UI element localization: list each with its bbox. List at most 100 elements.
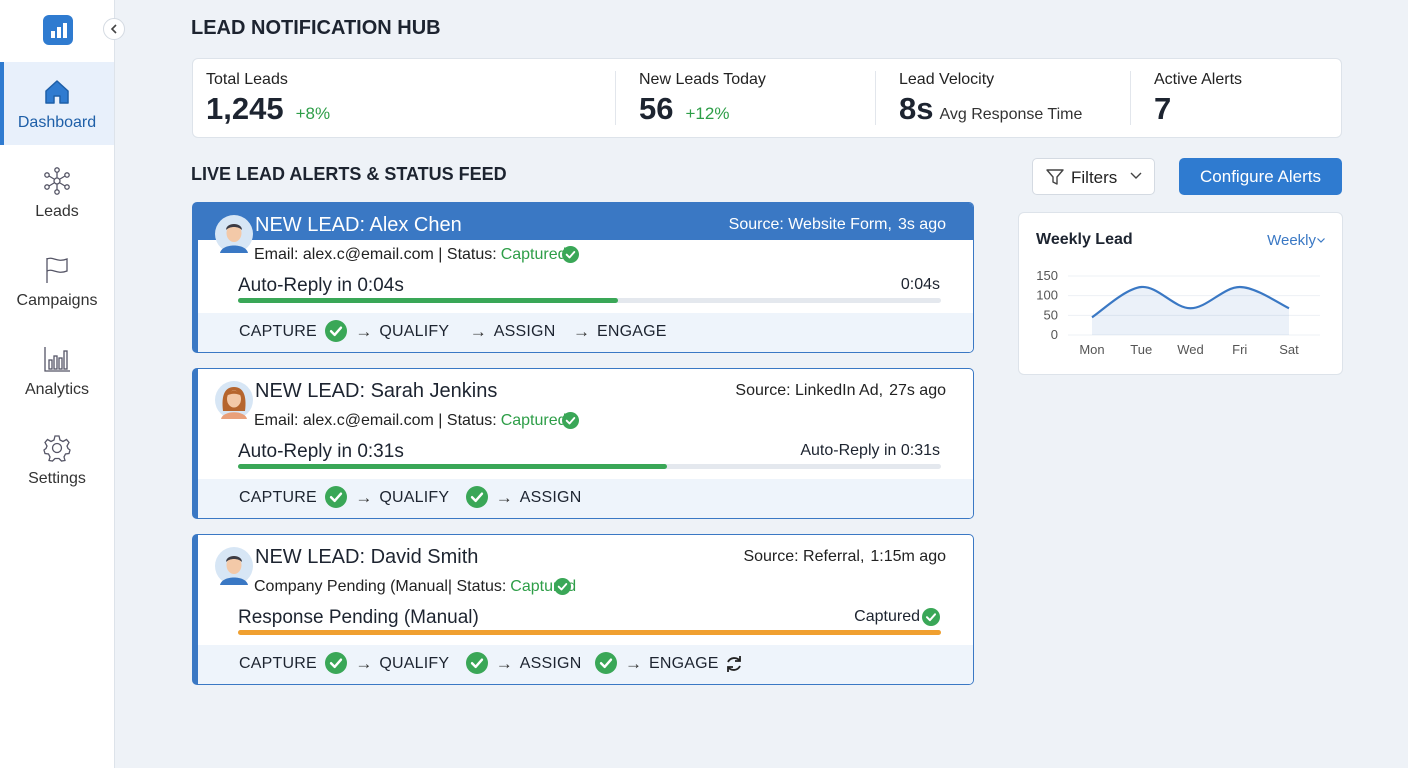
stat-row: 7 [1154, 91, 1171, 127]
nav-label: Campaigns [16, 292, 98, 309]
alert-card: NEW LEAD: Sarah Jenkins Source: LinkedIn … [192, 368, 974, 519]
divider [875, 71, 876, 125]
progress-track [238, 298, 941, 303]
chart-card: Weekly Lead Weekly [1018, 212, 1343, 375]
nav-item[interactable]: Analytics [0, 329, 114, 412]
alert-detail: Email: alex.c@email.com | Status: Capture… [254, 412, 567, 430]
stat-row: 56 +12% [639, 91, 729, 127]
step-label: QUALIFY [379, 655, 450, 672]
filter-icon [1046, 169, 1064, 185]
logo [43, 15, 73, 45]
step-label: ENGAGE [649, 655, 719, 672]
step-label: ASSIGN [519, 489, 582, 506]
step-arrow: → [495, 488, 513, 507]
timer: Response Pending (Manual) [238, 607, 479, 628]
step-arrow: → [469, 322, 487, 341]
chevron [1130, 172, 1142, 179]
step-label: CAPTURE [239, 489, 317, 506]
nav-item[interactable]: Campaigns [0, 240, 114, 323]
stat-row: 1,245 +8% [206, 91, 330, 127]
nav-label: Leads [35, 203, 79, 220]
chevron [1317, 238, 1325, 243]
check-icon [325, 320, 348, 342]
step-arrow: → [625, 654, 642, 673]
stat-value: 56 [639, 91, 674, 126]
step-arrow: → [355, 322, 373, 341]
divider [615, 71, 616, 125]
step-label: ASSIGN [519, 655, 582, 672]
filters-button[interactable]: Filters [1032, 158, 1155, 195]
stat-row: 8s Avg Response Time [899, 91, 1082, 127]
progress-fill [238, 464, 667, 469]
period-selector[interactable]: Weekly [1267, 232, 1316, 249]
check-icon [554, 578, 572, 595]
stat-value: 8s [899, 91, 934, 126]
check-icon [465, 652, 488, 674]
step-arrow: → [355, 488, 373, 507]
stats-card: Total Leads 1,245 +8% New Leads Today 56 +12%… [192, 58, 1342, 138]
detail: Company Pending (Manual| Status: [254, 578, 507, 595]
divider [1130, 71, 1131, 125]
stat-value: 1,245 [206, 91, 284, 126]
nav-icon [44, 347, 70, 372]
step-arrow: → [355, 654, 373, 673]
alert-detail: Company Pending (Manual| Status: Captured [254, 578, 576, 596]
stat-label: Total Leads [206, 71, 288, 88]
alert-header-band [198, 203, 973, 240]
status: Captured [500, 412, 567, 429]
alert-card: NEW LEAD: David Smith Source: Referral, 1:… [192, 534, 974, 685]
time: 1:15m ago [870, 548, 946, 565]
step-label: CAPTURE [239, 323, 317, 340]
step-label: ENGAGE [597, 323, 667, 340]
active-indicator [0, 62, 4, 145]
avatar [215, 215, 253, 253]
stat-note: Avg Response Time [939, 106, 1083, 123]
progress-track [238, 464, 941, 469]
timer: Auto-Reply in 0:31s [238, 441, 404, 462]
nav-icon [43, 435, 71, 462]
sidebar: Dashboard Leads Campaigns Analytics Settings [0, 0, 115, 768]
alert-detail: Email: alex.c@email.com | Status: Capture… [254, 246, 567, 264]
collapse-button [103, 18, 125, 40]
check-icon [922, 608, 940, 626]
nav-item[interactable]: Leads [0, 151, 114, 234]
stat-change: +8% [295, 104, 331, 123]
progress-track [238, 630, 941, 635]
nav-item[interactable]: Settings [0, 418, 114, 501]
source: Source: Referral, [743, 548, 865, 565]
nav-label: Settings [28, 470, 86, 487]
step-arrow: → [573, 322, 590, 341]
feed-title: LIVE LEAD ALERTS & STATUS FEED [191, 164, 507, 184]
check-icon [465, 486, 488, 508]
alert-source: Source: Referral, 1:15m ago [743, 548, 946, 566]
chart-title: Weekly Lead [1036, 231, 1133, 248]
check-icon [325, 486, 348, 508]
alert-name: NEW LEAD: Sarah Jenkins [255, 380, 498, 402]
timer-right: 0:04s [900, 276, 940, 293]
configure-button[interactable]: Configure Alerts [1179, 158, 1342, 195]
filters-label: Filters [1071, 168, 1118, 187]
sync-icon [727, 656, 742, 672]
nav-item[interactable]: Dashboard [0, 62, 114, 145]
stat-label: Lead Velocity [899, 71, 995, 88]
steps-band: CAPTURE → QUALIFY → ASSIGN [198, 479, 973, 518]
step-label: CAPTURE [239, 655, 317, 672]
source: Source: LinkedIn Ad, [735, 382, 884, 399]
steps-band: CAPTURE → QUALIFY → ASSIGN → ENGAGE [198, 313, 973, 352]
step-label: ASSIGN [493, 323, 556, 340]
alert-name: NEW LEAD: David Smith [255, 546, 479, 568]
nav-label: Analytics [24, 381, 90, 398]
avatar [215, 547, 253, 585]
progress-fill [238, 298, 618, 303]
step-label: QUALIFY [379, 489, 450, 506]
configure-label: Configure Alerts [1200, 167, 1321, 186]
step-arrow: → [495, 654, 513, 673]
nav-icon [46, 257, 68, 283]
steps-band: CAPTURE → QUALIFY → ASSIGN → ENGAGE [198, 645, 973, 684]
stat-label: New Leads Today [639, 71, 766, 88]
time: 27s ago [889, 382, 946, 399]
alert-source: Source: LinkedIn Ad, 27s ago [735, 382, 946, 400]
timer-right: Captured [854, 608, 920, 625]
check-icon [562, 246, 579, 263]
